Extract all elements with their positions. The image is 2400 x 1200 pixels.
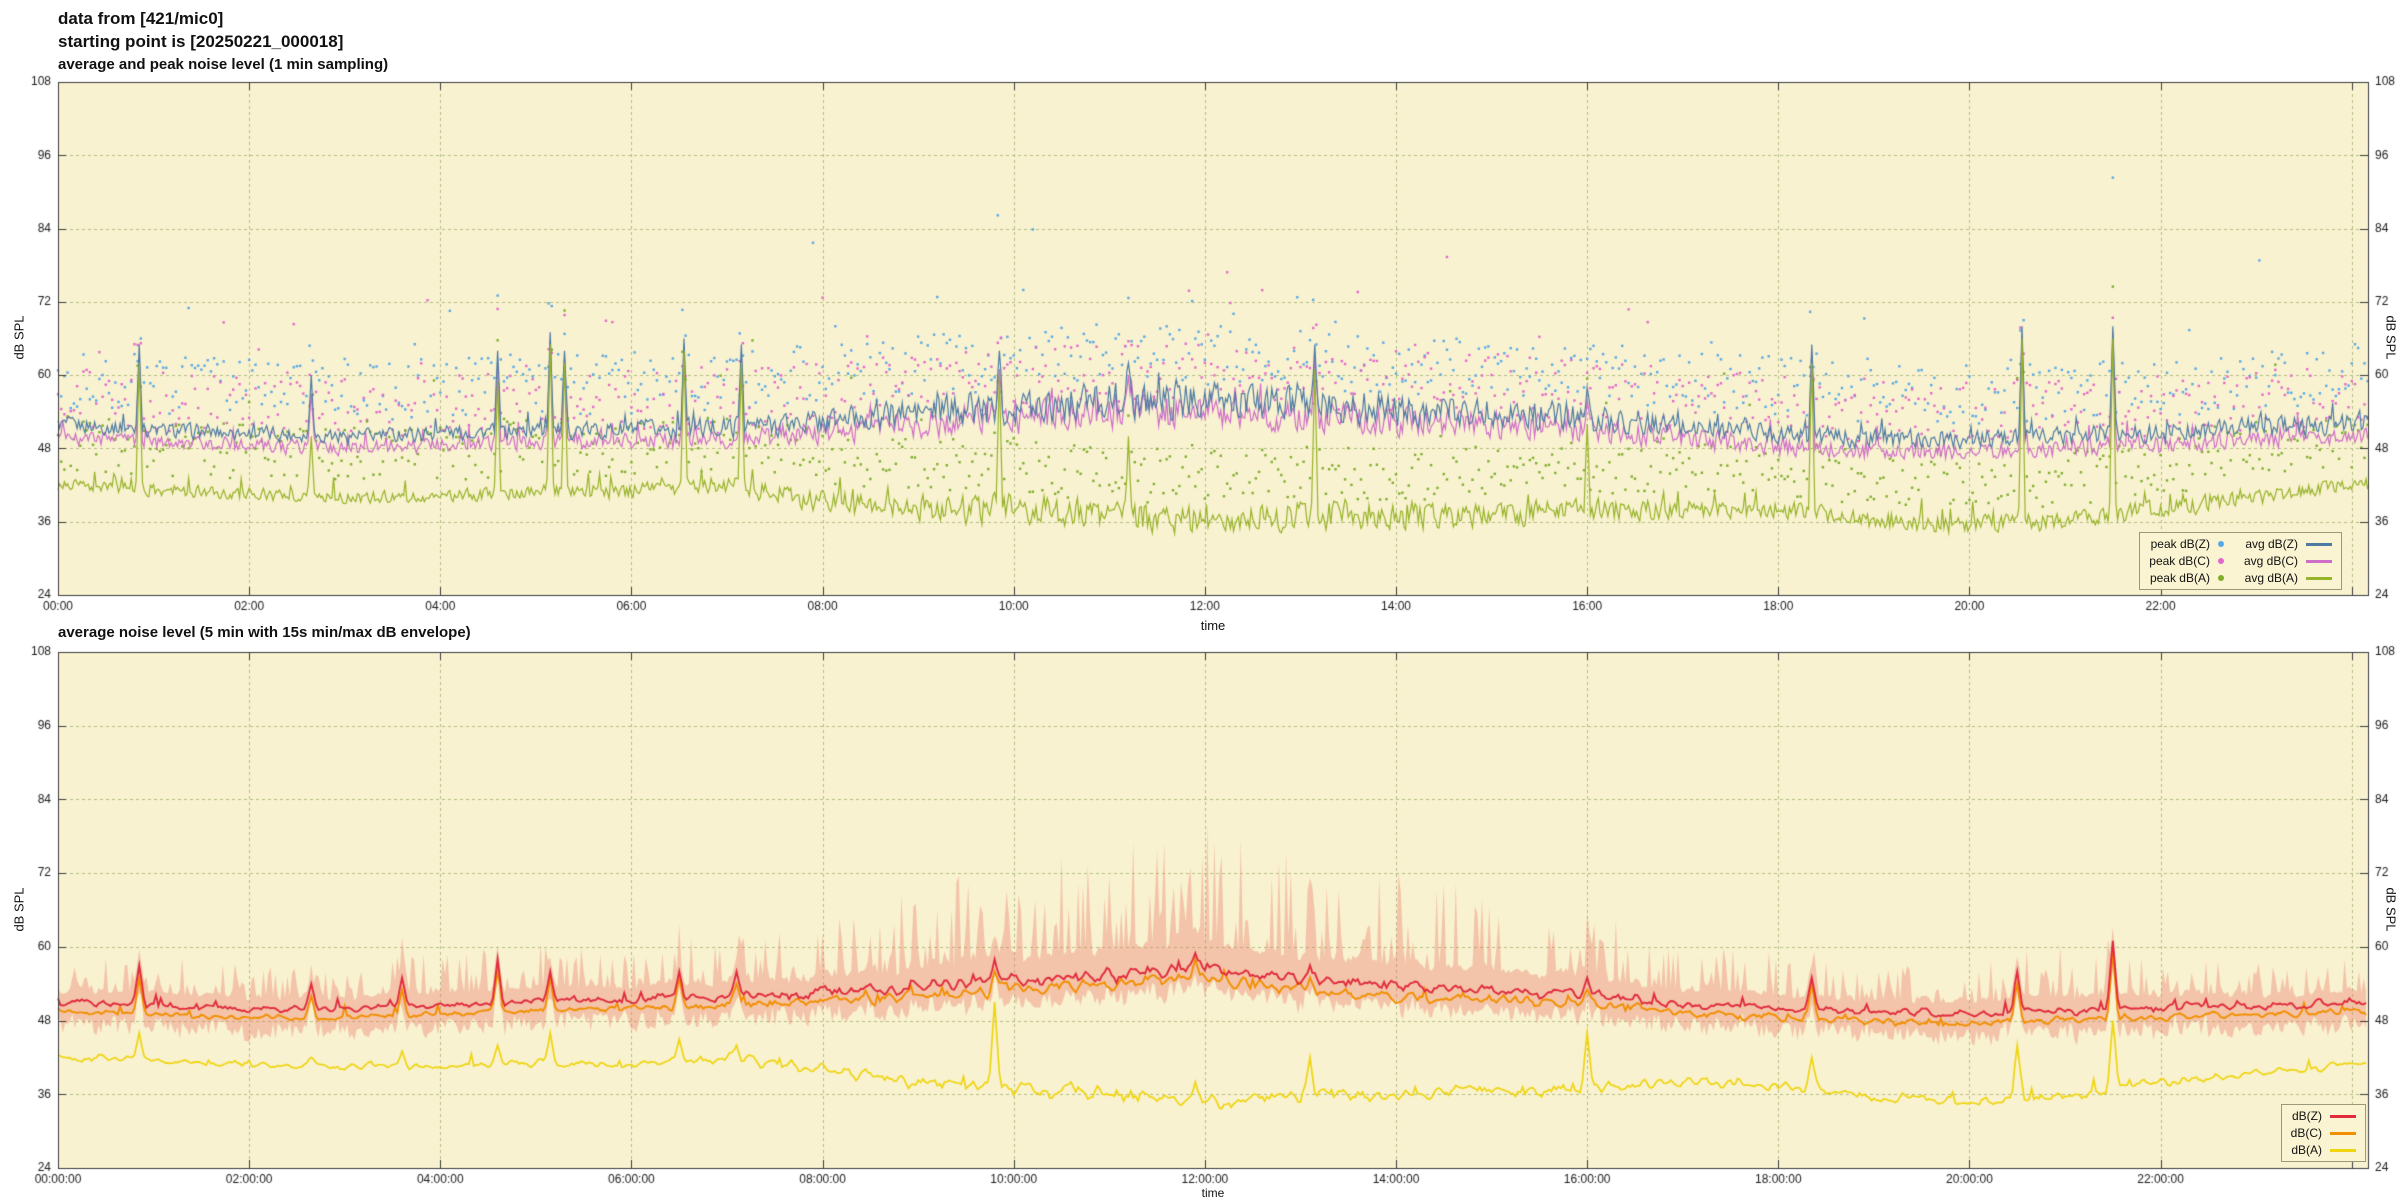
peak-dba-point-marker-icon — [2217, 575, 2224, 581]
dba-line-marker-icon — [2330, 1148, 2356, 1152]
legend-label-peak-dbz: peak dB(Z) — [2150, 537, 2210, 551]
chart2-title: average noise level (5 min with 15s min/… — [58, 624, 471, 641]
legend-label-peak-dbc: peak dB(C) — [2149, 554, 2210, 568]
chart2-legend: dB(Z) dB(C) dB(A) — [2280, 1104, 2366, 1162]
chart1-legend: peak dB(Z) avg dB(Z) peak dB(C) avg dB(C… — [2139, 532, 2342, 590]
header-starting-point: starting point is [20250221_000018] — [58, 31, 344, 51]
chart1-title: average and peak noise level (1 min samp… — [58, 56, 389, 73]
chart2-xaxis-label: time — [1201, 1186, 1225, 1200]
legend-entry-peak-dbc: peak dB(C) — [2149, 554, 2224, 568]
legend-entry-peak-dbz: peak dB(Z) — [2149, 537, 2224, 551]
legend-label-avg-dbz: avg dB(Z) — [2245, 537, 2298, 551]
legend-entry-avg-dbz: avg dB(Z) — [2244, 537, 2332, 551]
legend-label-avg-dba: avg dB(A) — [2244, 571, 2298, 585]
legend-label-peak-dba: peak dB(A) — [2149, 571, 2210, 585]
peak-dbz-point-marker-icon — [2217, 541, 2224, 547]
chart2-yaxis-label-left: dB SPL — [11, 887, 27, 932]
legend-entry-dbz: dB(Z) — [2291, 1109, 2356, 1123]
avg-dbz-line-marker-icon — [2306, 542, 2332, 546]
legend-entry-peak-dba: peak dB(A) — [2149, 571, 2224, 585]
dbz-line-marker-icon — [2330, 1114, 2356, 1118]
legend-entry-avg-dbc: avg dB(C) — [2244, 554, 2332, 568]
chart1-yaxis-label-right: dB SPL — [2383, 315, 2399, 360]
legend-label-dba: dB(A) — [2291, 1143, 2322, 1157]
legend-label-dbc: dB(C) — [2290, 1126, 2322, 1140]
legend-entry-dba: dB(A) — [2291, 1143, 2356, 1157]
avg-dba-line-marker-icon — [2306, 576, 2332, 580]
plot-header: data from [421/mic0] starting point is [… — [58, 8, 343, 54]
header-data-source: data from [421/mic0] — [58, 9, 224, 28]
legend-entry-dbc: dB(C) — [2291, 1126, 2356, 1140]
chart2-yaxis-label-right: dB SPL — [2383, 887, 2399, 932]
avg-dbc-line-marker-icon — [2306, 559, 2332, 563]
legend-label-dbz: dB(Z) — [2292, 1109, 2322, 1123]
legend-label-avg-dbc: avg dB(C) — [2243, 554, 2298, 568]
chart1-yaxis-label-left: dB SPL — [11, 315, 27, 360]
legend-entry-avg-dba: avg dB(A) — [2244, 571, 2332, 585]
peak-dbc-point-marker-icon — [2217, 558, 2224, 564]
dbc-line-marker-icon — [2330, 1131, 2356, 1135]
chart1-xaxis-label: time — [1200, 618, 1226, 633]
